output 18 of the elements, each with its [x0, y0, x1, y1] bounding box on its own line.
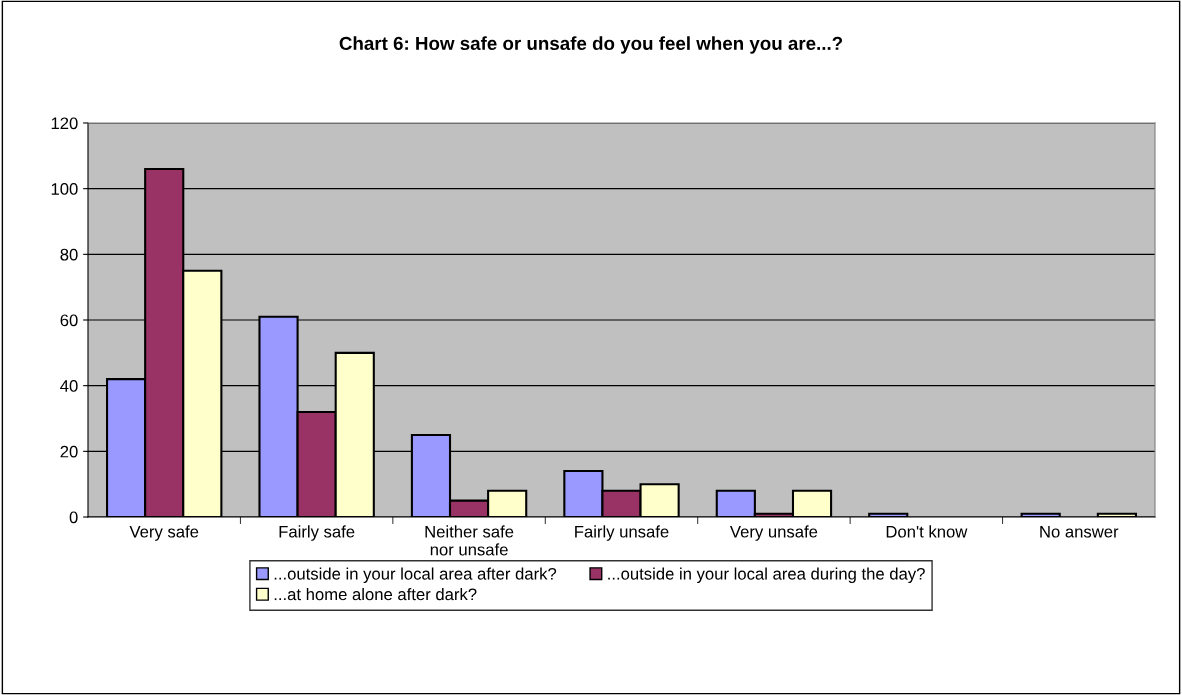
x-tick-label: Very unsafe	[729, 525, 818, 541]
x-tick-label: Very safe	[129, 525, 199, 541]
x-tick-label: Neither safe nor unsafe	[425, 525, 514, 556]
x-tick-label: No answer	[1040, 525, 1119, 538]
y-tick-label: 80	[60, 248, 78, 261]
x-tick-label: Fairly unsafe	[575, 525, 669, 541]
legend-label: ...outside in your local area after dark?	[274, 567, 557, 584]
x-tick-label: Fairly safe	[279, 525, 355, 541]
legend-label: ...at home alone after dark?	[274, 588, 477, 601]
y-tick-label: 120	[51, 117, 78, 130]
y-tick-label: 20	[60, 445, 78, 458]
y-tick-label: 60	[60, 314, 78, 327]
legend-label: ...outside in your local area during the day?	[608, 567, 925, 584]
y-tick-label: 100	[51, 183, 78, 195]
chart-title: Chart 6: How safe or unsafe do you feel when you are...?	[339, 36, 843, 54]
x-tick-label: Don't know	[886, 525, 968, 538]
y-tick-label: 0	[69, 511, 78, 524]
y-tick-label: 40	[60, 380, 78, 392]
